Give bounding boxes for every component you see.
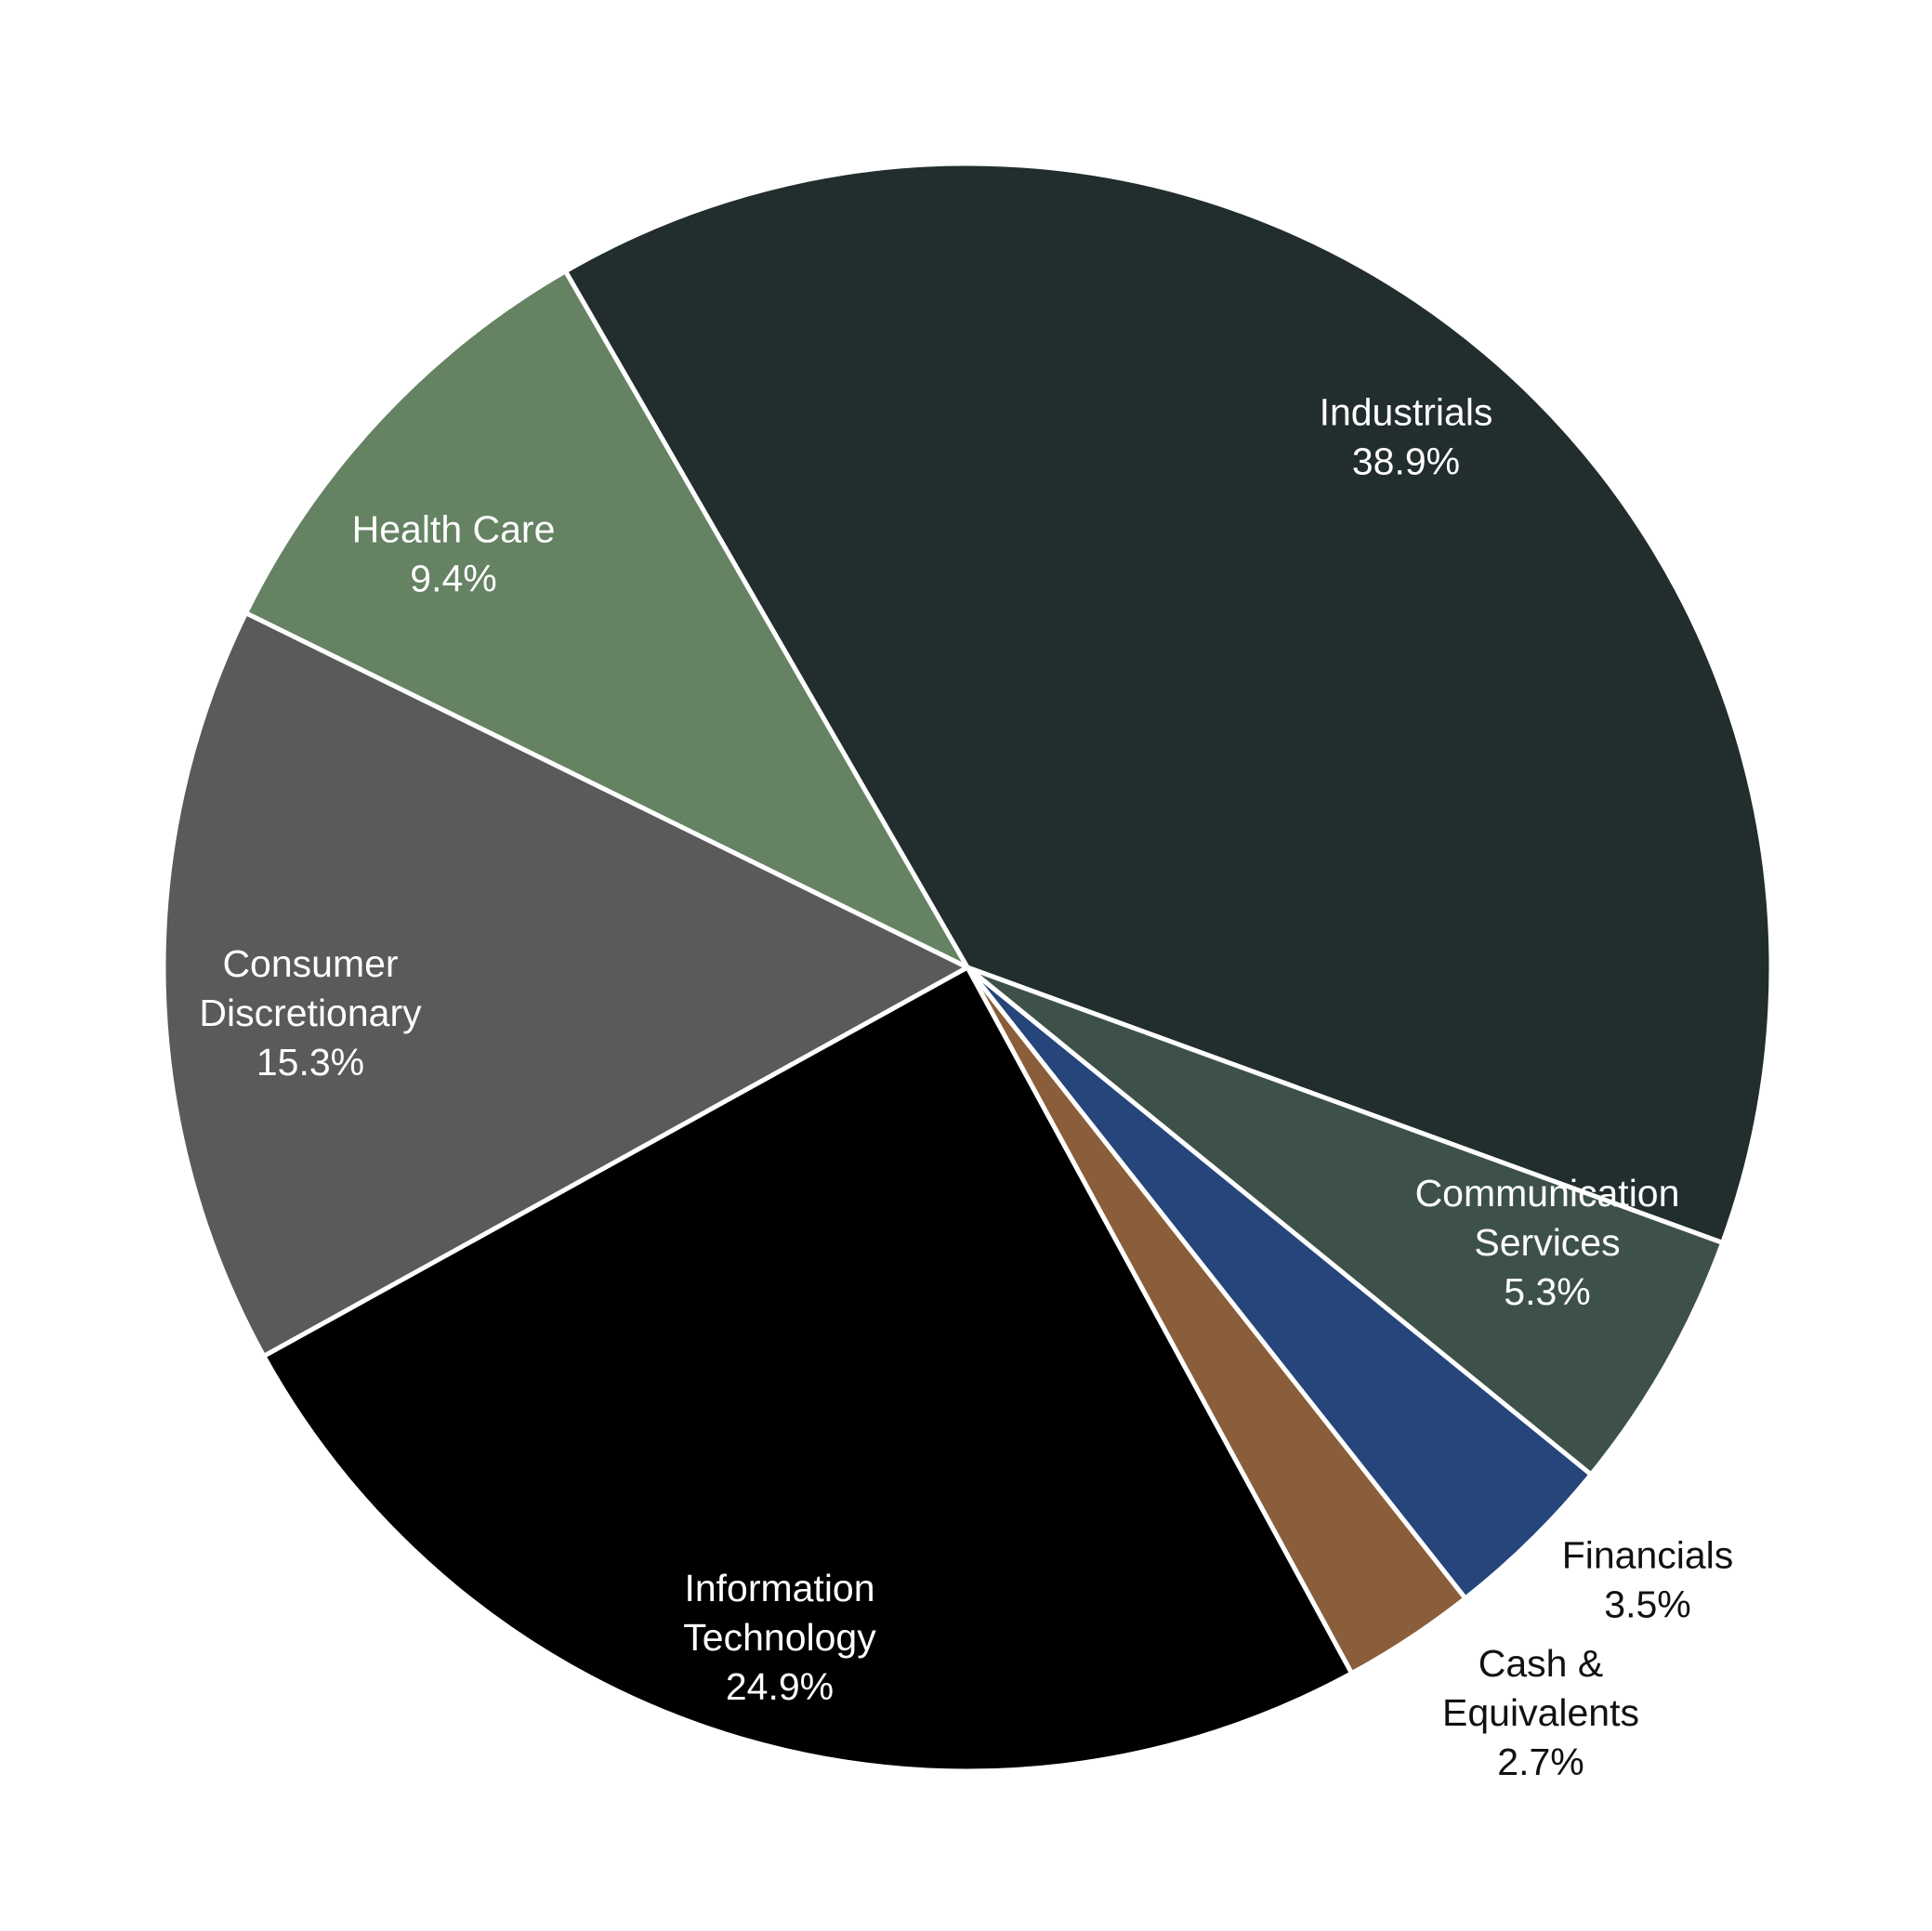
slice-category-label: Health Care [352, 508, 556, 551]
slice-label-information: Information Technology 24.9% [683, 1567, 876, 1708]
slice-category-label: Communication [1415, 1172, 1680, 1215]
pie-slice-information [261, 965, 1355, 1774]
slice-category-label: Industrials [1320, 391, 1493, 434]
slice-category-label: Technology [683, 1616, 876, 1659]
slice-label-financials: Financials 3.5% [1562, 1534, 1734, 1626]
slice-category-label: Discretionary [199, 992, 422, 1034]
slice-label-health-care: Health Care 9.4% [352, 508, 556, 600]
pie-slice-communication [965, 965, 1726, 1478]
slice-value-label: 5.3% [1504, 1270, 1590, 1313]
slice-category-label: Information [684, 1567, 874, 1609]
pie-slice-industrials [563, 161, 1774, 1245]
slice-category-label: Equivalents [1442, 1691, 1639, 1734]
pie-labels: Industrials 38.9% Communication Services 5.3… [199, 391, 1733, 1784]
pie-slices [161, 161, 1774, 1774]
slice-value-label: 38.9% [1352, 440, 1460, 483]
slice-value-label: 3.5% [1604, 1583, 1690, 1626]
slice-category-label: Cash & [1479, 1642, 1603, 1685]
slice-value-label: 2.7% [1497, 1741, 1584, 1783]
slice-category-label: Services [1474, 1221, 1620, 1264]
pie-slice-health-care [243, 269, 970, 970]
slice-value-label: 24.9% [726, 1665, 834, 1708]
slice-value-label: 15.3% [256, 1041, 364, 1084]
slice-category-label: Consumer [222, 942, 398, 985]
slice-category-label: Financials [1562, 1534, 1734, 1577]
slice-value-label: 9.4% [410, 558, 496, 600]
slice-label-industrials: Industrials 38.9% [1320, 391, 1493, 483]
slice-label-communication: Communication Services 5.3% [1415, 1172, 1680, 1313]
slice-label-cash-and: Cash & Equivalents 2.7% [1442, 1642, 1639, 1783]
pie-slice-consumer [161, 611, 970, 1359]
slice-label-consumer: Consumer Discretionary 15.3% [199, 942, 422, 1084]
